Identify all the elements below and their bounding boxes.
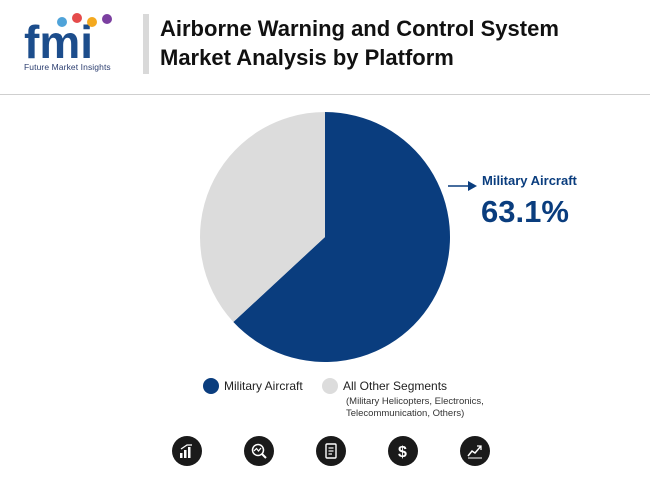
page-title: Airborne Warning and Control System Mark… (160, 14, 559, 72)
header-divider (143, 14, 149, 74)
legend-swatch (203, 378, 219, 394)
magnifier-chart-icon (244, 436, 274, 466)
title-line-2: Market Analysis by Platform (160, 45, 454, 70)
header: fmi Future Market Insights Airborne Warn… (0, 0, 650, 90)
legend-item-military-aircraft: Military Aircraft (203, 378, 303, 394)
footer-icons: $ (0, 436, 650, 470)
legend-label: All Other Segments (343, 379, 448, 393)
legend-swatch (322, 378, 338, 394)
header-rule (0, 94, 650, 95)
legend: Military Aircraft All Other Segments (Mi… (0, 378, 650, 428)
trend-line-icon (460, 436, 490, 466)
pie-slice-all-other-segments (199, 112, 325, 322)
legend-sublabel-line-2: Telecommunication, Others) (346, 408, 465, 419)
legend-sublabel-line-1: (Military Helicopters, Electronics, (346, 396, 484, 407)
title-line-1: Airborne Warning and Control System (160, 16, 559, 41)
legend-item-other-segments: All Other Segments (322, 378, 447, 394)
fmi-logo: fmi (24, 13, 112, 68)
legend-sublabel: (Military Helicopters, Electronics, Tele… (346, 396, 516, 420)
callout-label: Military Aircraft (482, 173, 578, 188)
pie-chart: Military Aircraft 63.1% (199, 112, 578, 362)
document-icon (316, 436, 346, 466)
callout-value: 63.1% (481, 194, 569, 229)
svg-text:$: $ (398, 444, 407, 460)
legend-label: Military Aircraft (224, 379, 303, 393)
callout-arrow-icon (468, 181, 477, 191)
pie-slice-military-aircraft (233, 112, 450, 362)
bar-growth-icon (172, 436, 202, 466)
logo-text: Future Market Insights (24, 62, 111, 72)
dollar-icon: $ (388, 436, 418, 466)
